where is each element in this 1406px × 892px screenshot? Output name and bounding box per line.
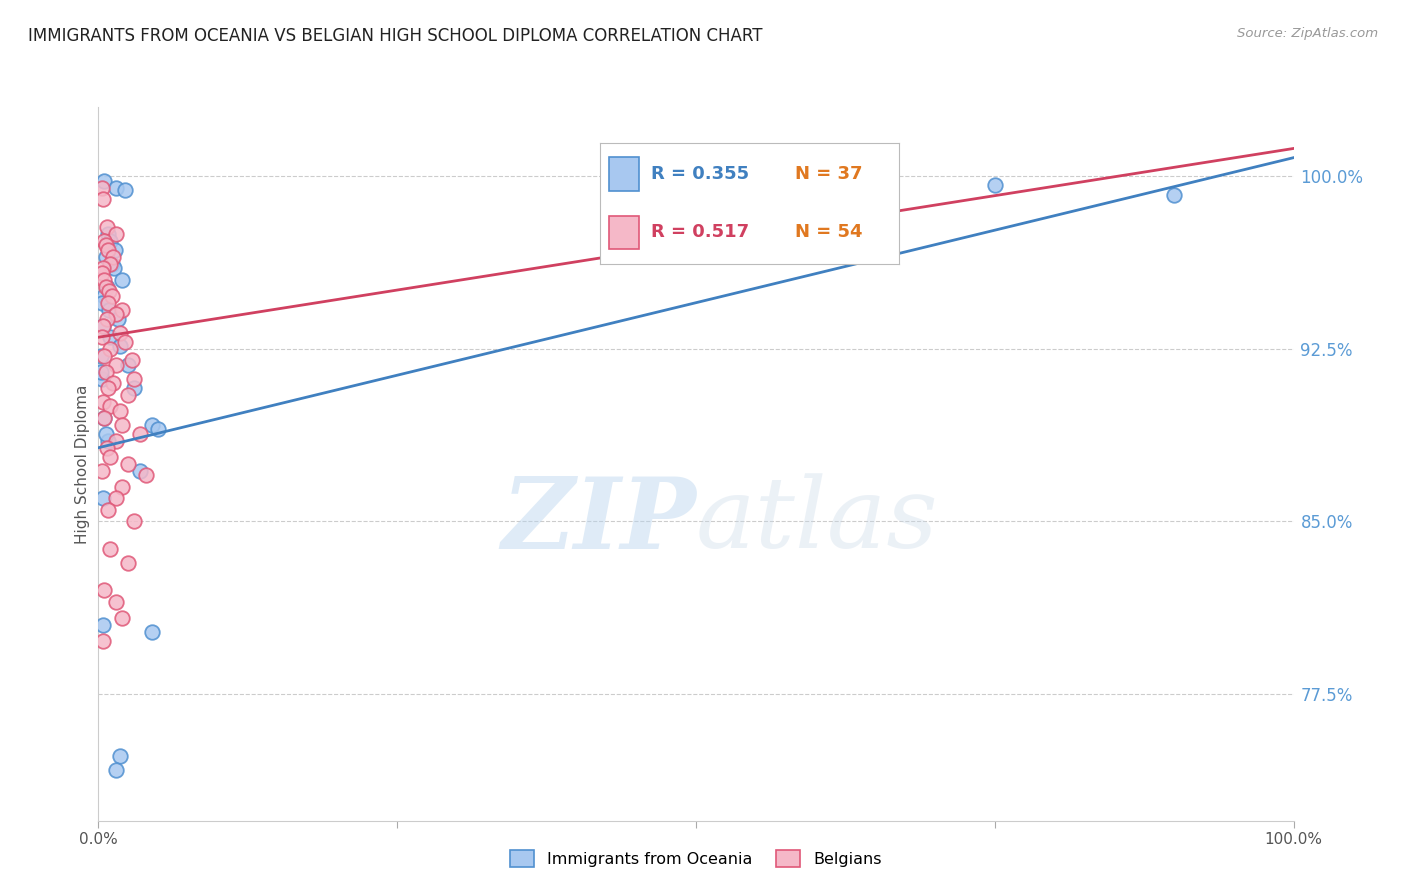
Point <box>105 491 128 506</box>
Point <box>91 634 114 648</box>
Point <box>108 749 131 764</box>
Point <box>91 192 114 206</box>
Point <box>121 353 143 368</box>
Point <box>117 388 139 402</box>
Point <box>124 381 146 395</box>
Point <box>863 174 887 188</box>
Point <box>91 491 114 506</box>
Point <box>91 295 114 310</box>
Point <box>91 394 114 409</box>
Point <box>94 426 117 441</box>
Point <box>98 284 121 298</box>
Point <box>98 330 122 344</box>
Point <box>97 295 120 310</box>
Legend: Immigrants from Oceania, Belgians: Immigrants from Oceania, Belgians <box>503 844 889 873</box>
Point <box>105 434 128 448</box>
Point <box>93 410 115 425</box>
Point <box>111 417 134 432</box>
Point <box>98 399 122 413</box>
Point <box>101 376 124 391</box>
Point <box>111 611 134 625</box>
Point <box>94 238 117 252</box>
Point <box>98 342 122 356</box>
Point <box>96 441 118 455</box>
Point <box>94 365 117 379</box>
Point <box>107 311 129 326</box>
Point <box>97 503 120 517</box>
Text: IMMIGRANTS FROM OCEANIA VS BELGIAN HIGH SCHOOL DIPLOMA CORRELATION CHART: IMMIGRANTS FROM OCEANIA VS BELGIAN HIGH … <box>28 27 762 45</box>
Point <box>90 365 112 379</box>
Text: ZIP: ZIP <box>501 473 696 569</box>
Point <box>97 434 120 448</box>
Point <box>114 183 136 197</box>
Point <box>117 457 139 471</box>
Point <box>129 426 152 441</box>
Point <box>108 404 131 418</box>
Point <box>98 450 122 464</box>
Point <box>91 180 114 194</box>
Point <box>97 243 120 257</box>
Point <box>105 307 128 321</box>
Text: atlas: atlas <box>696 474 939 568</box>
Point <box>100 256 122 270</box>
Point <box>93 234 115 248</box>
Point <box>96 279 118 293</box>
Point <box>93 174 115 188</box>
Point <box>97 227 120 241</box>
Point <box>96 311 118 326</box>
Point <box>91 261 114 276</box>
Text: Source: ZipAtlas.com: Source: ZipAtlas.com <box>1237 27 1378 40</box>
Point <box>98 541 122 556</box>
Point <box>90 349 112 363</box>
Point <box>141 624 163 639</box>
Point <box>91 330 114 344</box>
Point <box>148 422 170 436</box>
Point <box>94 279 117 293</box>
Point <box>91 372 114 386</box>
Point <box>91 318 114 333</box>
Point <box>117 556 139 570</box>
Point <box>124 372 146 386</box>
Point <box>91 318 114 333</box>
Point <box>91 618 114 632</box>
Point <box>111 273 134 287</box>
Point <box>135 468 157 483</box>
Point <box>105 180 128 194</box>
Point <box>91 464 114 478</box>
Point <box>111 480 134 494</box>
Y-axis label: High School Diploma: High School Diploma <box>75 384 90 543</box>
Point <box>93 583 115 598</box>
Point <box>984 178 1007 193</box>
Point <box>91 266 114 280</box>
Point <box>114 334 136 349</box>
Point <box>1163 187 1185 202</box>
Point <box>94 250 117 264</box>
Point <box>98 234 122 248</box>
Point <box>108 326 131 340</box>
Point <box>105 227 128 241</box>
Point <box>93 289 115 303</box>
Point <box>104 243 127 257</box>
Point <box>98 256 122 270</box>
Point <box>93 273 115 287</box>
Point <box>105 763 128 777</box>
Point <box>117 358 139 372</box>
Point <box>108 339 131 353</box>
Point <box>101 250 124 264</box>
Point <box>103 261 125 276</box>
Point <box>100 289 122 303</box>
Point <box>105 595 128 609</box>
Point <box>97 381 120 395</box>
Point <box>93 349 115 363</box>
Point <box>93 410 115 425</box>
Point <box>96 219 118 234</box>
Point <box>111 302 134 317</box>
Point <box>124 515 146 529</box>
Point <box>105 358 128 372</box>
Point <box>141 417 163 432</box>
Point <box>129 464 152 478</box>
Point <box>98 302 121 317</box>
